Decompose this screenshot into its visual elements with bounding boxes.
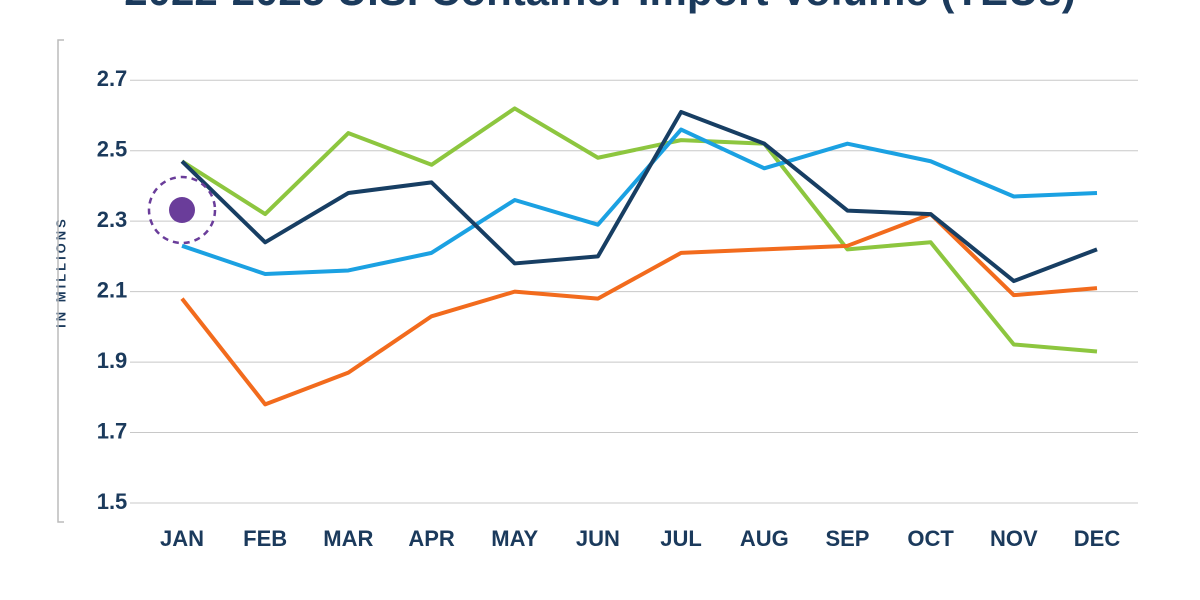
line-series [180, 109, 1098, 284]
y-tick-label: 1.5 [97, 489, 128, 514]
x-tick-label: JUN [576, 526, 620, 551]
y-tick-label: 2.1 [97, 277, 128, 302]
x-tick-label: JUL [660, 526, 702, 551]
y-tick-label: 2.3 [97, 207, 128, 232]
x-tick-label: SEP [825, 526, 869, 551]
y-tick-label: 1.7 [97, 418, 128, 443]
x-tick-label: MAR [323, 526, 373, 551]
line-series [180, 106, 1098, 354]
y-axis-label: IN MILLIONS [53, 216, 68, 328]
x-tick-label: DEC [1074, 526, 1121, 551]
y-tick-label: 2.5 [97, 137, 128, 162]
x-tick-label: OCT [907, 526, 954, 551]
chart-title: 2022-2025 U.S. Container Import Volume (… [124, 0, 1075, 14]
line-series [181, 127, 1098, 276]
y-tick-label: 1.9 [97, 348, 128, 373]
highlight-ring [147, 175, 217, 245]
y-tick-label: 2.7 [97, 66, 128, 91]
axis-bracket [57, 39, 64, 523]
x-tick-label: JAN [160, 526, 204, 551]
x-tick-label: FEB [243, 526, 287, 551]
x-tick-label: AUG [740, 526, 789, 551]
x-tick-label: NOV [990, 526, 1038, 551]
x-tick-label: MAY [491, 526, 538, 551]
line-series [180, 212, 1098, 407]
highlight-dot [169, 197, 195, 223]
x-tick-label: APR [408, 526, 455, 551]
